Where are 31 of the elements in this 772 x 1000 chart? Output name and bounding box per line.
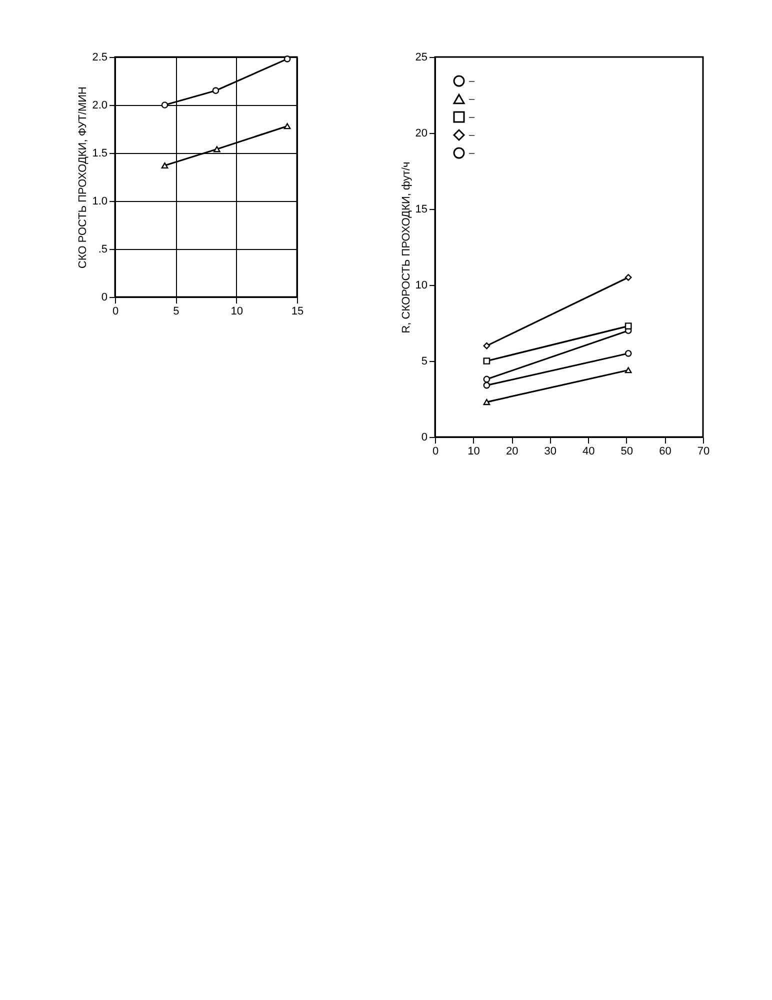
y-tick-label: 25 — [415, 52, 428, 64]
y-tick-label: 1.0 — [92, 196, 108, 208]
legend-label: – — [469, 148, 475, 159]
x-tick-label: 30 — [544, 446, 556, 458]
x-tick-label: 60 — [659, 446, 672, 458]
x-tick-label: 50 — [620, 446, 634, 458]
y-tick-label: 0 — [421, 432, 428, 444]
y-tick-label: 1.5 — [92, 148, 108, 160]
x-tick-label: 20 — [506, 446, 518, 458]
y-tick-label: 20 — [415, 128, 428, 140]
x-tick-label: 0 — [112, 306, 119, 318]
legend-label: – — [469, 76, 475, 87]
x-tick-label: 10 — [230, 306, 243, 318]
y-tick-label: 0 — [101, 292, 108, 304]
x-tick-label: 40 — [582, 446, 595, 458]
y-tick-label: .5 — [98, 244, 108, 256]
y-tick-label: 15 — [415, 204, 428, 216]
legend-label: – — [469, 94, 475, 105]
legend-label: – — [469, 112, 475, 123]
x-tick-label: 10 — [468, 446, 480, 458]
x-tick-label: 0 — [432, 446, 439, 458]
legend-label: – — [469, 130, 475, 141]
y-tick-label: 2.0 — [92, 100, 108, 112]
y-tick-label: 2.5 — [92, 52, 108, 64]
y-axis-title: R, СКОРОСТЬ ПРОХОДКИ, фут/ч — [400, 162, 412, 334]
x-tick-label: 5 — [173, 306, 180, 318]
x-tick-label: 70 — [697, 446, 710, 458]
y-tick-label: 5 — [421, 356, 428, 368]
y-tick-label: 10 — [415, 280, 428, 292]
y-axis-title: СКО РОСТЬ ПРОХОДКИ, ФУТ/МИН — [77, 86, 90, 268]
x-tick-label: 15 — [291, 306, 304, 318]
